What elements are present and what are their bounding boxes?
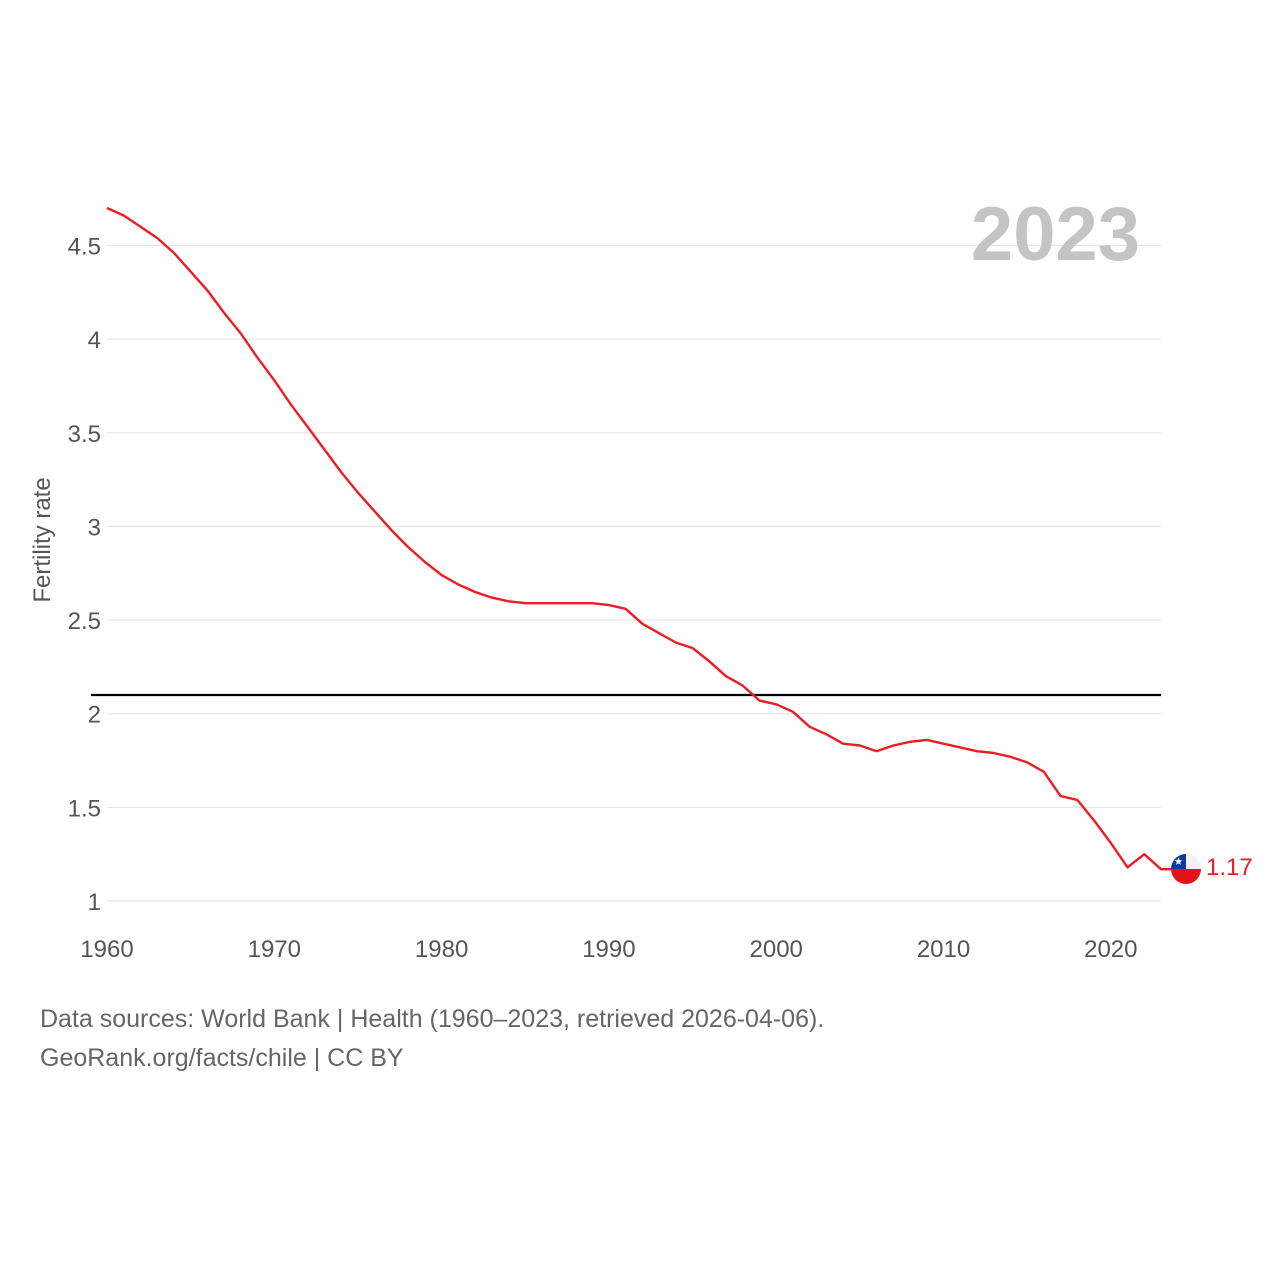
y-tick-label: 2.5 — [68, 608, 101, 635]
x-tick-label: 2000 — [750, 936, 803, 963]
x-axis-ticks: 1960 1970 1980 1990 2000 2010 2020 — [80, 936, 1137, 963]
y-tick-label: 3 — [88, 514, 101, 541]
y-tick-label: 1.5 — [68, 795, 101, 822]
y-axis-title: Fertility rate — [29, 477, 56, 602]
x-tick-label: 1990 — [582, 936, 635, 963]
y-tick-label: 2 — [88, 702, 101, 729]
y-tick-label: 4.5 — [68, 233, 101, 260]
chile-flag-icon — [1171, 854, 1201, 884]
year-label: 2023 — [971, 192, 1140, 277]
x-tick-label: 1960 — [80, 936, 133, 963]
data-source-text: Data sources: World Bank | Health (1960–… — [40, 1005, 825, 1033]
x-tick-label: 2020 — [1084, 936, 1137, 963]
x-tick-label: 1980 — [415, 936, 468, 963]
y-tick-label: 3.5 — [68, 421, 101, 448]
series-line-chile — [106, 206, 1173, 871]
end-value-label: 1.17 — [1206, 854, 1253, 881]
y-tick-label: 1 — [88, 889, 101, 916]
grid-lines — [107, 244, 1161, 902]
y-axis-ticks: 1 1.5 2 2.5 3 3.5 4 4.5 — [68, 233, 101, 916]
x-tick-label: 2010 — [917, 936, 970, 963]
x-tick-label: 1970 — [248, 936, 301, 963]
y-tick-label: 4 — [88, 327, 101, 354]
attribution-text: GeoRank.org/facts/chile | CC BY — [40, 1044, 404, 1072]
